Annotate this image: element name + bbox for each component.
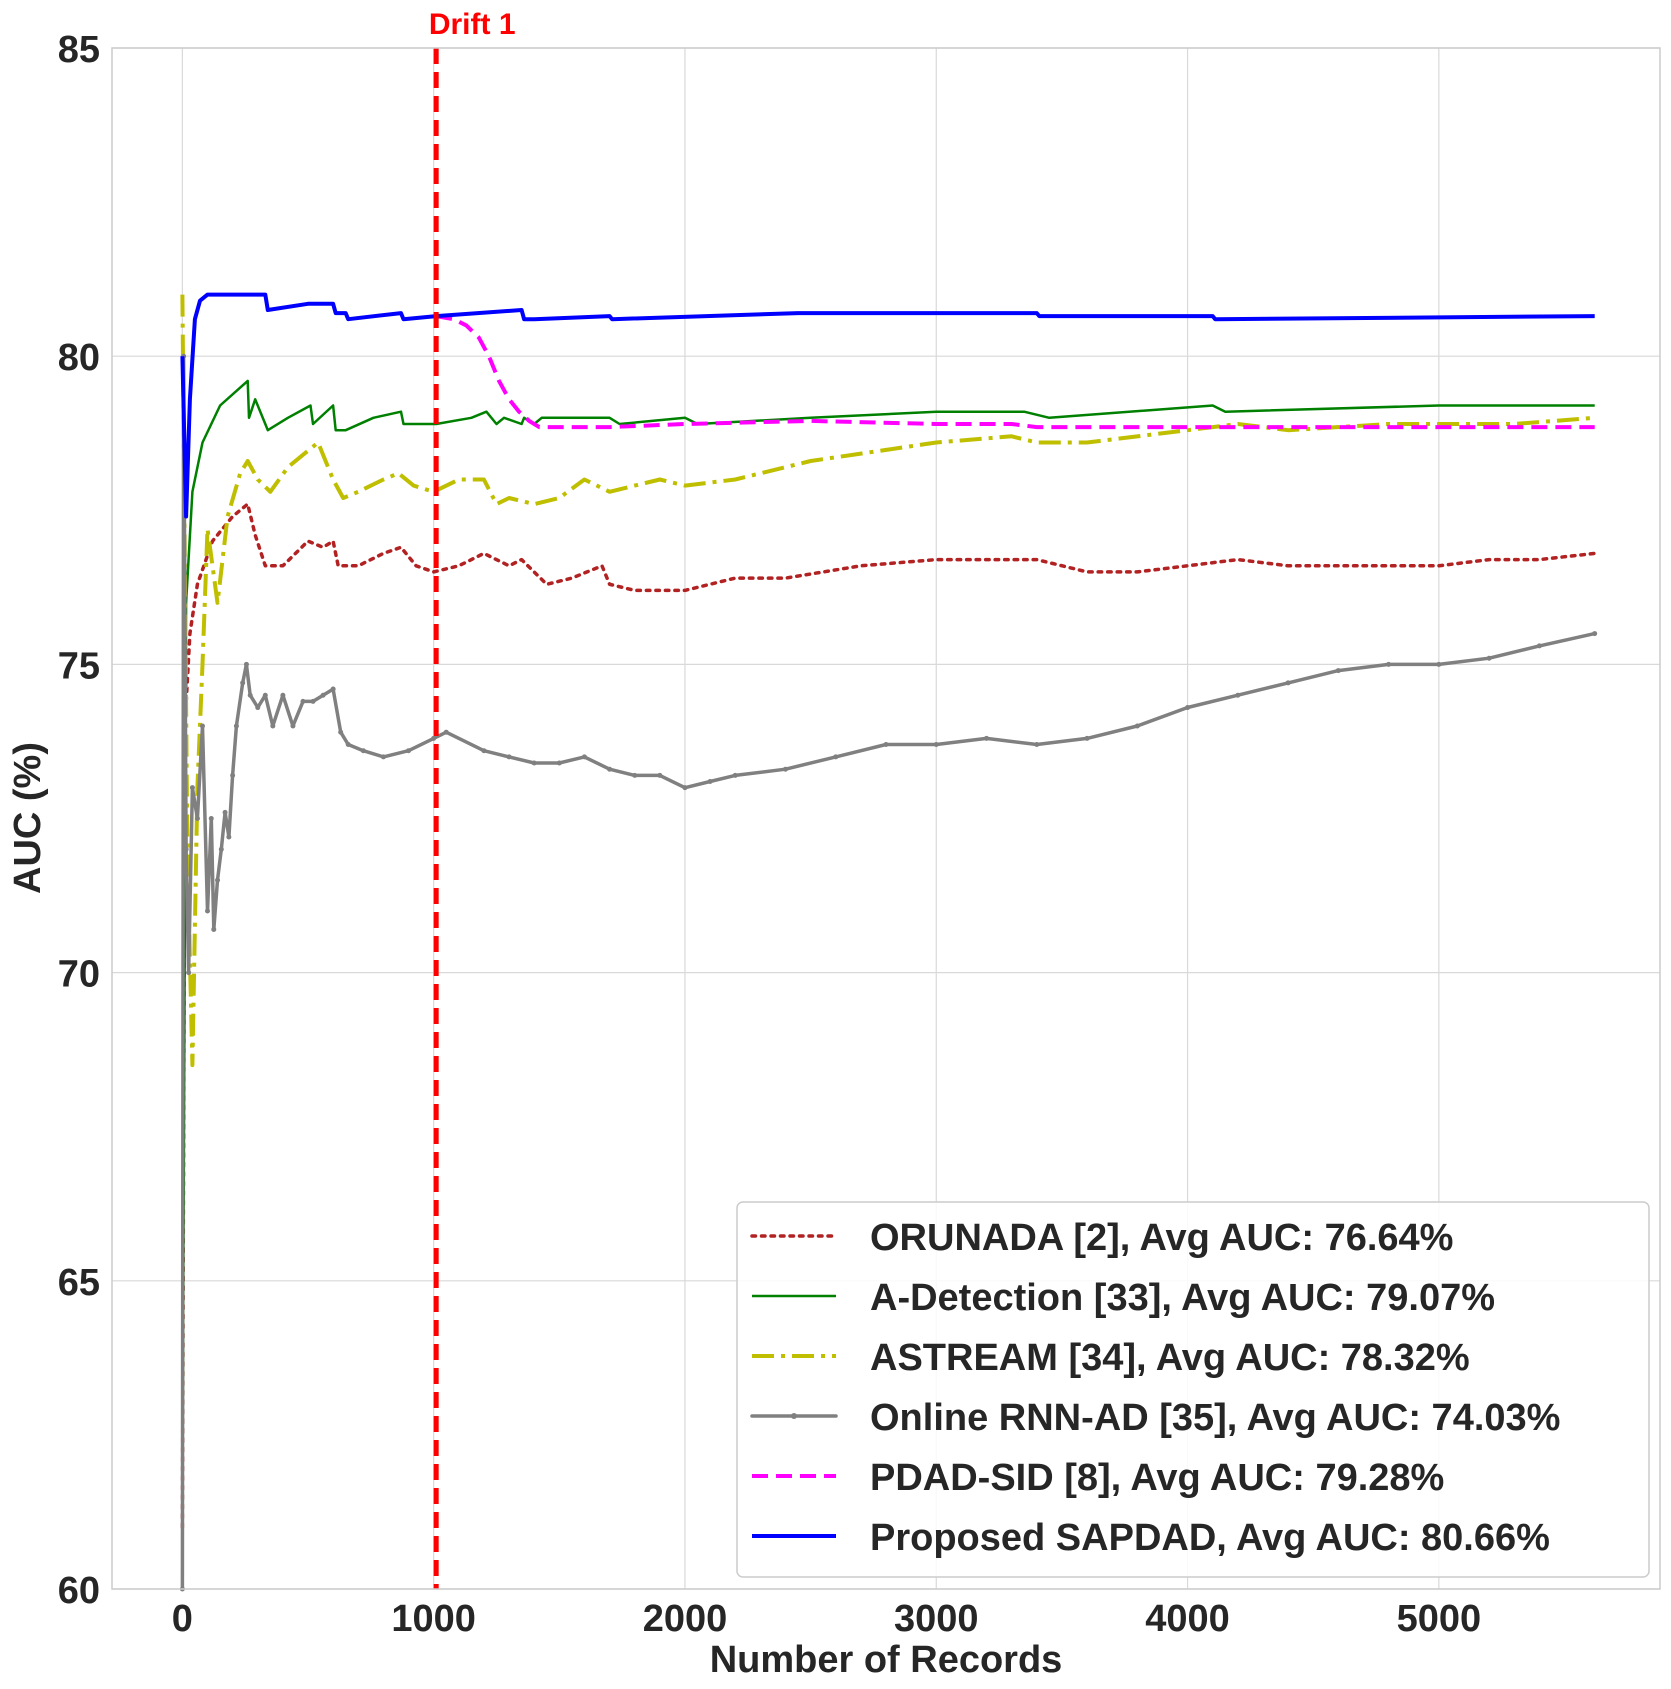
series-point [1487, 656, 1492, 661]
legend-entry-6: Proposed SAPDAD, Avg AUC: 80.66% [870, 1517, 1550, 1559]
x-tick-label: 0 [172, 1598, 193, 1640]
x-tick-label: 4000 [1145, 1598, 1230, 1640]
series-point [248, 693, 253, 698]
series-point [255, 705, 260, 710]
series-point [190, 785, 195, 790]
series-point [532, 761, 537, 766]
x-tick-label: 5000 [1397, 1598, 1482, 1640]
series-point [833, 754, 838, 759]
legend-swatch-marker [791, 1413, 797, 1419]
series-point [223, 810, 228, 815]
series-point [884, 742, 889, 747]
series-point [733, 773, 738, 778]
series-point [244, 662, 249, 667]
y-tick-label: 70 [58, 954, 100, 996]
series-point [280, 693, 285, 698]
series-point [219, 847, 224, 852]
series-point [1286, 680, 1291, 685]
series-point [481, 748, 486, 753]
legend-entry-3: ASTREAM [34], Avg AUC: 78.32% [870, 1337, 1470, 1379]
series-point [338, 730, 343, 735]
legend: ORUNADA [2], Avg AUC: 76.64% A-Detection … [737, 1202, 1649, 1577]
series-point [321, 693, 326, 698]
x-axis-label: Number of Records [710, 1639, 1063, 1681]
series-point [1592, 631, 1597, 636]
series-point [346, 742, 351, 747]
y-tick-label: 80 [58, 337, 100, 379]
x-tick-label: 3000 [894, 1598, 979, 1640]
series-point [444, 730, 449, 735]
series-point [507, 754, 512, 759]
series-point [783, 767, 788, 772]
series-point [300, 699, 305, 704]
y-tick-label: 75 [58, 645, 100, 687]
auc-line-chart: Drift 1 0 1000 2000 3000 4000 5000 60 65 70 75 80… [0, 0, 1671, 1689]
y-tick-label: 65 [58, 1262, 100, 1304]
series-point [657, 773, 662, 778]
series-point [186, 970, 191, 975]
series-point [1034, 742, 1039, 747]
series-point [1386, 662, 1391, 667]
series-point [205, 908, 210, 913]
series-point [184, 847, 189, 852]
series-point [1336, 668, 1341, 673]
series-point [270, 724, 275, 729]
series-point [1135, 724, 1140, 729]
series-point [582, 754, 587, 759]
series-point [1537, 643, 1542, 648]
y-axis-ticks: 60 65 70 75 80 85 [58, 29, 100, 1612]
series-point [632, 773, 637, 778]
series-point [934, 742, 939, 747]
series-point [1436, 662, 1441, 667]
series-point [1085, 736, 1090, 741]
series-point [215, 878, 220, 883]
series-point [1185, 705, 1190, 710]
series-point [290, 724, 295, 729]
series-point [406, 748, 411, 753]
series-point [331, 687, 336, 692]
x-tick-label: 2000 [643, 1598, 728, 1640]
legend-entry-4: Online RNN-AD [35], Avg AUC: 74.03% [870, 1397, 1560, 1439]
series-point [195, 816, 200, 821]
series-point [984, 736, 989, 741]
series-point [557, 761, 562, 766]
series-point [263, 693, 268, 698]
series-point [240, 680, 245, 685]
series-point [361, 748, 366, 753]
series-point [234, 724, 239, 729]
series-point [682, 785, 687, 790]
series-point [1235, 693, 1240, 698]
series-point [607, 767, 612, 772]
series-point [209, 816, 214, 821]
legend-entry-5: PDAD-SID [8], Avg AUC: 79.28% [870, 1457, 1444, 1499]
y-tick-label: 85 [58, 29, 100, 71]
series-point [708, 779, 713, 784]
y-axis-label: AUC (%) [7, 742, 49, 894]
series-point [230, 773, 235, 778]
drift-annotation-label: Drift 1 [429, 8, 516, 41]
series-point [226, 834, 231, 839]
series-point [211, 927, 216, 932]
series-point [381, 754, 386, 759]
series-point [200, 724, 205, 729]
x-axis-ticks: 0 1000 2000 3000 4000 5000 [172, 1598, 1481, 1640]
y-tick-label: 60 [58, 1570, 100, 1612]
x-tick-label: 1000 [391, 1598, 476, 1640]
legend-entry-2: A-Detection [33], Avg AUC: 79.07% [870, 1277, 1495, 1319]
series-point [311, 699, 316, 704]
series-point [431, 736, 436, 741]
legend-entry-1: ORUNADA [2], Avg AUC: 76.64% [870, 1217, 1453, 1259]
